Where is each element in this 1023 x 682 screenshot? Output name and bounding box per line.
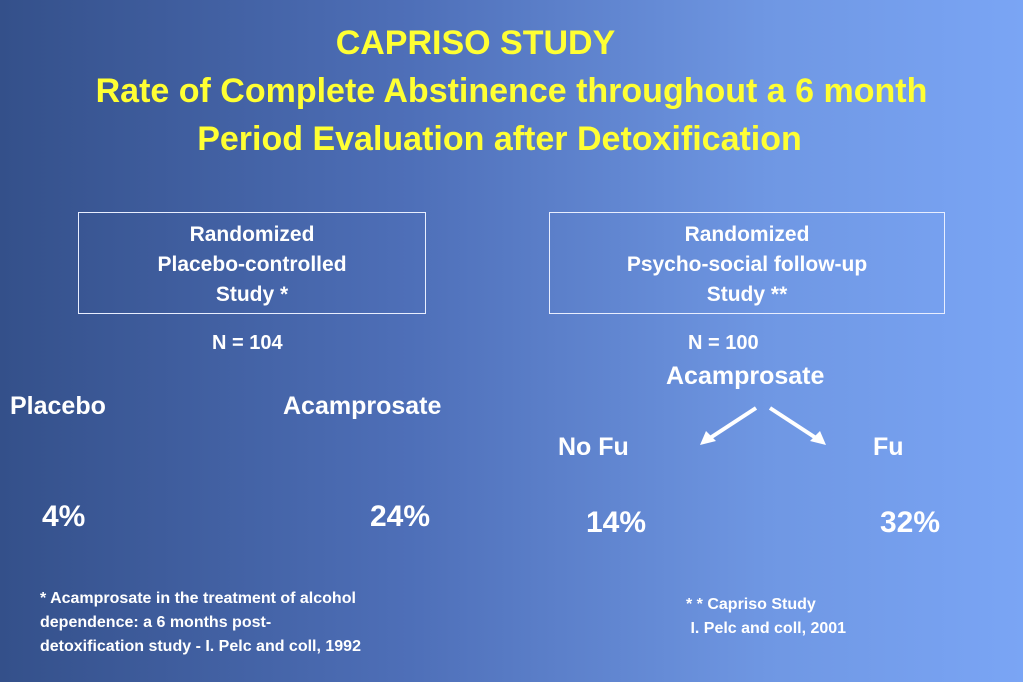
placebo-rate: 4% [42, 500, 86, 533]
right-arrow-head [810, 431, 826, 445]
followup-study-footnote: * * Capriso Study I. Pelc and coll, 2001 [686, 593, 846, 641]
followup-study-box-line3: Study ** [706, 283, 788, 306]
footnote-line: * * Capriso Study [686, 596, 816, 613]
slide-subtitle-line1: Rate of Complete Abstinence throughout a… [95, 72, 928, 110]
followup-treatment-label: Acamprosate [666, 362, 825, 390]
footnote-line: I. Pelc and coll, 2001 [686, 620, 847, 637]
footnote-line: detoxification study - I. Pelc and coll,… [40, 638, 361, 655]
split-arrows-icon [700, 406, 826, 445]
placebo-study-n: N = 104 [212, 332, 283, 354]
left-arrow-shaft [708, 406, 758, 440]
followup-label: Fu [873, 433, 904, 461]
acamprosate-rate: 24% [370, 500, 431, 533]
followup-study-box-line1: Randomized [684, 223, 810, 246]
no-followup-label: No Fu [558, 433, 629, 461]
left-arrow-head [700, 431, 716, 445]
footnote-line: dependence: a 6 months post- [40, 614, 272, 631]
right-arrow-shaft [768, 406, 818, 440]
placebo-study-box-line2: Placebo-controlled [157, 253, 347, 276]
acamprosate-group-label: Acamprosate [283, 392, 442, 420]
placebo-study-footnote: * Acamprosate in the treatment of alcoho… [40, 587, 361, 659]
placebo-study-box: Randomized Placebo-controlled Study * [78, 212, 426, 314]
footnote-line: * Acamprosate in the treatment of alcoho… [40, 590, 356, 607]
followup-study-n: N = 100 [688, 332, 759, 354]
placebo-group-label: Placebo [10, 392, 106, 420]
followup-study-box: Randomized Psycho-social follow-up Study… [549, 212, 945, 314]
followup-rate: 32% [880, 506, 941, 539]
slide-title: CAPRISO STUDY [335, 24, 616, 62]
placebo-study-box-line3: Study * [215, 283, 289, 306]
slide-subtitle-line2: Period Evaluation after Detoxification [197, 120, 802, 158]
placebo-study-box-line1: Randomized [189, 223, 315, 246]
no-followup-rate: 14% [586, 506, 647, 539]
followup-study-box-line2: Psycho-social follow-up [626, 253, 868, 276]
